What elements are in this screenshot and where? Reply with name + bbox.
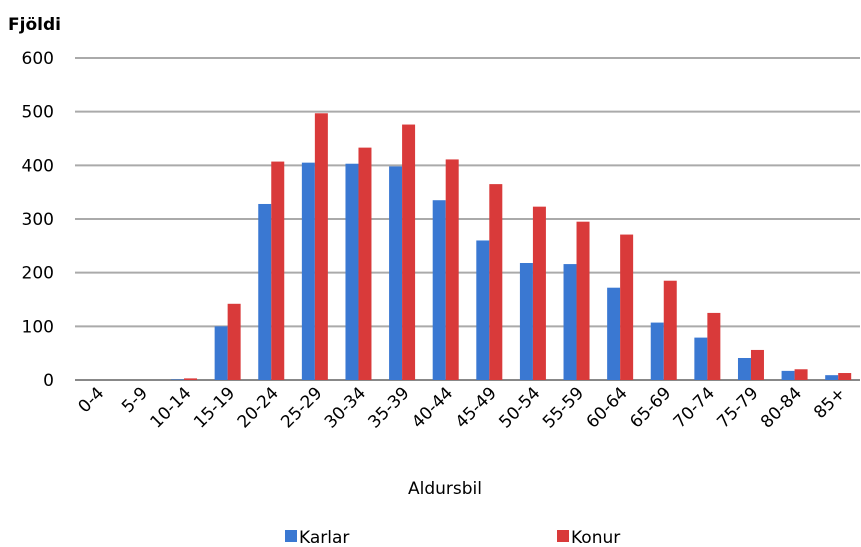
y-tick-label: 300 — [22, 210, 54, 230]
x-tick-label: 35-39 — [365, 383, 414, 432]
bar — [314, 113, 328, 380]
legend-label: Konur — [571, 528, 620, 547]
x-tick-label: 50-54 — [495, 383, 544, 432]
x-tick-label: 20-24 — [234, 383, 283, 432]
bar — [532, 206, 546, 380]
x-tick-label: 60-64 — [583, 383, 632, 432]
bar — [258, 203, 272, 380]
x-tick-label: 80-84 — [757, 383, 806, 432]
bar — [620, 234, 634, 380]
y-tick-label: 400 — [22, 156, 54, 176]
bar — [402, 124, 416, 381]
bar — [794, 369, 808, 380]
bar — [663, 280, 677, 380]
legend-swatch — [557, 530, 569, 542]
bar — [650, 322, 664, 380]
bar — [301, 162, 315, 380]
bar — [737, 357, 751, 380]
bar — [838, 373, 852, 380]
x-tick-label: 55-59 — [539, 383, 588, 432]
x-tick-label: 85+ — [810, 383, 850, 423]
bar — [707, 312, 721, 380]
bar — [184, 378, 198, 380]
y-tick-label: 100 — [22, 317, 54, 337]
x-tick-label: 10-14 — [146, 383, 195, 432]
y-tick-label: 500 — [22, 103, 54, 123]
x-tick-label: 0-4 — [75, 383, 109, 417]
bar — [489, 184, 503, 380]
y-tick-label: 0 — [43, 371, 54, 391]
x-tick-label: 70-74 — [670, 383, 719, 432]
y-axis-title: Fjöldi — [8, 15, 61, 35]
bar — [271, 161, 285, 380]
bar — [345, 163, 359, 380]
bar — [576, 221, 590, 380]
bar — [750, 349, 764, 380]
x-tick-label: 15-19 — [190, 383, 239, 432]
bar — [214, 326, 228, 380]
bar — [519, 263, 533, 380]
bar — [607, 287, 621, 380]
bar — [432, 200, 446, 380]
bar — [563, 264, 577, 380]
legend-swatch — [285, 530, 297, 542]
x-axis-title: Aldursbil — [408, 479, 482, 499]
x-tick-label: 65-69 — [626, 383, 675, 432]
bar — [358, 147, 372, 380]
x-tick-label: 30-34 — [321, 383, 370, 432]
legend-label: Karlar — [299, 528, 349, 547]
x-tick-label: 25-29 — [277, 383, 326, 432]
bar — [227, 303, 241, 380]
x-tick-label: 40-44 — [408, 383, 457, 432]
bar — [171, 379, 185, 380]
bar — [476, 240, 490, 380]
bar — [825, 375, 839, 380]
bar — [389, 166, 403, 380]
y-tick-label: 600 — [22, 49, 54, 69]
x-tick-label: 45-49 — [452, 383, 501, 432]
bar — [445, 159, 459, 380]
bar — [694, 337, 708, 380]
x-tick-label: 75-79 — [713, 383, 762, 432]
bar — [781, 370, 795, 380]
y-tick-label: 200 — [22, 264, 54, 284]
x-tick-label: 5-9 — [118, 383, 152, 417]
